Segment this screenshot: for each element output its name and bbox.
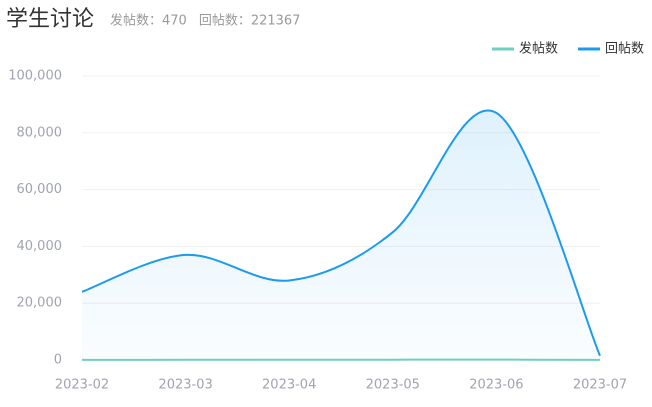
x-tick-label: 2023-02 — [55, 378, 109, 393]
legend-label: 发帖数 — [519, 41, 558, 57]
x-tick-label: 2023-05 — [366, 378, 420, 393]
y-tick-label: 80,000 — [17, 125, 63, 140]
y-tick-label: 60,000 — [17, 182, 63, 197]
x-tick-label: 2023-03 — [158, 378, 212, 393]
subtitle-stat: 发帖数：470 — [110, 13, 187, 29]
y-tick-label: 20,000 — [17, 296, 63, 311]
y-tick-label: 0 — [54, 353, 62, 368]
subtitle-stat: 回帖数：221367 — [199, 14, 301, 29]
x-tick-label: 2023-07 — [573, 378, 627, 393]
chart-title: 学生讨论 — [6, 7, 94, 32]
y-tick-label: 40,000 — [17, 239, 63, 254]
legend-label: 回帖数 — [605, 42, 644, 57]
y-tick-label: 100,000 — [8, 69, 62, 84]
x-tick-label: 2023-06 — [469, 378, 523, 393]
x-tick-label: 2023-04 — [262, 378, 316, 393]
